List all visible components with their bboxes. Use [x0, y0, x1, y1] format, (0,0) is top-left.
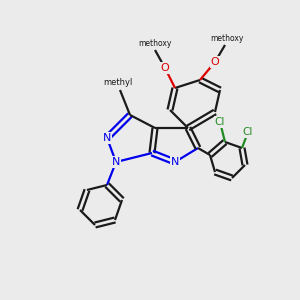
- Text: methoxy: methoxy: [210, 34, 244, 43]
- Text: N: N: [103, 133, 111, 143]
- Text: Cl: Cl: [243, 127, 253, 137]
- Text: N: N: [112, 157, 120, 167]
- Text: methyl: methyl: [103, 78, 133, 87]
- Text: methoxy: methoxy: [138, 39, 172, 48]
- Text: N: N: [171, 157, 179, 167]
- Text: Cl: Cl: [215, 117, 225, 127]
- Text: O: O: [160, 63, 169, 73]
- Text: O: O: [211, 57, 219, 67]
